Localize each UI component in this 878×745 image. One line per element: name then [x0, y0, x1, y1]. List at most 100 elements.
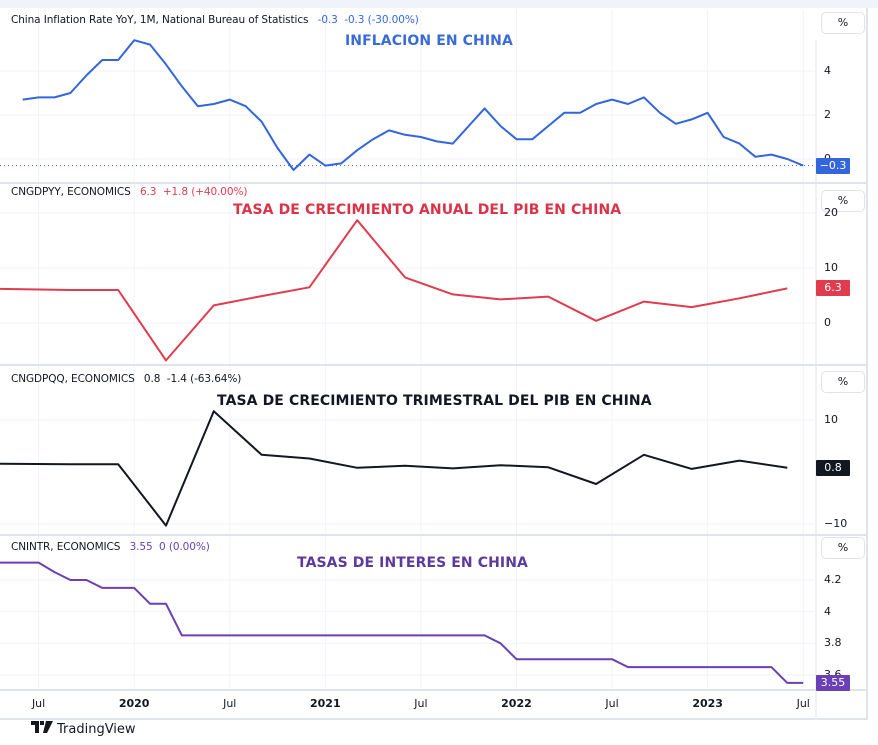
data-point-interest-rate: [132, 586, 136, 590]
data-point-gdp-yoy: [546, 295, 550, 299]
time-axis-tick: Jul: [223, 697, 237, 710]
data-point-inflation: [738, 142, 742, 146]
legend-interest-rate-value: 3.55 0 (0.00%): [129, 541, 210, 553]
price-axis-tick: 10: [824, 261, 838, 274]
time-axis-tick: 2023: [692, 697, 723, 710]
data-point-inflation: [626, 102, 630, 106]
price-axis-tick: 4: [824, 64, 831, 77]
legend-interest-rate-title: CNINTR, ECONOMICS: [11, 541, 121, 553]
series-line-interest-rate[interactable]: [0, 561, 804, 684]
data-point-gdp-qoq: [355, 466, 359, 470]
data-point-gdp-qoq: [307, 456, 311, 460]
data-point-gdp-qoq: [785, 466, 789, 470]
data-point-gdp-yoy: [642, 300, 646, 304]
data-point-inflation: [228, 98, 232, 102]
data-point-inflation: [68, 91, 72, 95]
data-point-inflation: [148, 43, 152, 47]
data-point-interest-rate: [84, 578, 88, 582]
data-point-gdp-qoq: [451, 466, 455, 470]
legend-inflation-title: China Inflation Rate YoY, 1M, National B…: [11, 14, 309, 26]
price-axis-tick: 0: [824, 316, 831, 329]
tradingview-logo-text: TradingView: [57, 721, 136, 737]
data-point-inflation: [387, 128, 391, 132]
annotation-interest-rate: TASAS DE INTERES EN CHINA: [297, 555, 528, 571]
time-axis-tick: 2022: [501, 697, 532, 710]
legend-gdp-yoy[interactable]: CNGDPYY, ECONOMICS 6.3 +1.8 (+40.00%): [11, 186, 247, 198]
tradingview-logo[interactable]: TradingView: [31, 721, 136, 737]
data-point-gdp-qoq: [260, 453, 264, 457]
legend-gdp-qoq[interactable]: CNGDPQQ, ECONOMICS 0.8 -1.4 (-63.64%): [11, 373, 241, 385]
data-point-inflation: [307, 153, 311, 157]
data-point-gdp-qoq: [499, 463, 503, 467]
price-axis-tick: 3.8: [824, 636, 842, 650]
data-point-inflation: [785, 157, 789, 161]
data-point-interest-rate: [68, 578, 72, 582]
data-point-inflation: [483, 106, 487, 110]
data-point-gdp-qoq: [116, 462, 120, 466]
data-point-gdp-qoq: [690, 467, 694, 471]
price-axis-tick: 2: [824, 108, 831, 121]
data-point-inflation: [690, 117, 694, 121]
series-line-inflation[interactable]: [22, 39, 804, 171]
data-point-inflation: [722, 135, 726, 139]
data-point-interest-rate: [801, 681, 805, 685]
time-axis-tick: Jul: [605, 697, 619, 710]
data-point-gdp-qoq: [594, 482, 598, 486]
tradingview-logo-icon: [31, 721, 53, 737]
data-point-gdp-yoy: [785, 286, 789, 290]
data-point-interest-rate: [626, 665, 630, 669]
data-point-inflation: [21, 98, 25, 102]
price-axis-tick: −10: [824, 517, 848, 530]
last-value-badge-gdp-yoy: 6.3: [816, 280, 850, 297]
last-value-badge-inflation: −0.3: [816, 157, 850, 174]
data-point-gdp-yoy: [116, 288, 120, 292]
data-point-inflation: [371, 137, 375, 141]
data-point-inflation: [403, 133, 407, 137]
data-point-gdp-yoy: [212, 303, 216, 307]
data-point-inflation: [116, 58, 120, 62]
percent-scale-button-inflation[interactable]: %: [821, 12, 865, 34]
data-point-gdp-qoq: [738, 459, 742, 463]
data-point-gdp-yoy: [355, 218, 359, 222]
data-point-interest-rate: [100, 586, 104, 590]
data-point-gdp-qoq: [68, 462, 72, 466]
data-point-inflation: [339, 161, 343, 165]
data-point-inflation: [769, 153, 773, 157]
percent-scale-button-interest-rate[interactable]: %: [821, 537, 865, 559]
data-point-inflation: [658, 111, 662, 115]
price-axis-tick: 4.2: [824, 573, 842, 586]
time-axis-tick: Jul: [31, 697, 46, 710]
data-point-interest-rate: [499, 641, 503, 645]
data-point-inflation: [132, 38, 136, 42]
data-point-interest-rate: [116, 586, 120, 590]
legend-inflation[interactable]: China Inflation Rate YoY, 1M, National B…: [11, 14, 419, 26]
time-axis-tick: Jul: [414, 697, 428, 710]
time-axis-tick: Jul: [796, 697, 810, 710]
data-point-inflation: [674, 122, 678, 126]
data-point-interest-rate: [483, 633, 487, 637]
legend-interest-rate[interactable]: CNINTR, ECONOMICS 3.55 0 (0.00%): [11, 541, 210, 553]
data-point-inflation: [323, 164, 327, 168]
data-point-gdp-yoy: [68, 288, 72, 292]
data-point-gdp-yoy: [164, 358, 168, 362]
data-point-interest-rate: [196, 633, 200, 637]
legend-gdp-qoq-value: 0.8 -1.4 (-63.64%): [143, 373, 242, 385]
data-point-inflation: [706, 111, 710, 115]
data-point-inflation: [291, 168, 295, 172]
data-point-inflation: [753, 155, 757, 159]
data-point-interest-rate: [53, 570, 57, 574]
data-point-gdp-yoy: [451, 292, 455, 296]
price-axis-tick: 10: [824, 413, 838, 426]
series-line-gdp-yoy[interactable]: [0, 219, 788, 362]
percent-scale-button-gdp-qoq[interactable]: %: [821, 371, 865, 393]
data-point-inflation: [499, 124, 503, 128]
data-point-inflation: [100, 58, 104, 62]
series-line-gdp-qoq[interactable]: [0, 410, 788, 527]
data-point-gdp-qoq: [546, 465, 550, 469]
percent-scale-button-gdp-yoy[interactable]: %: [821, 190, 865, 212]
data-point-inflation: [276, 146, 280, 150]
time-axis-tick: 2020: [118, 697, 150, 710]
data-point-interest-rate: [0, 561, 2, 565]
data-point-interest-rate: [514, 657, 518, 661]
